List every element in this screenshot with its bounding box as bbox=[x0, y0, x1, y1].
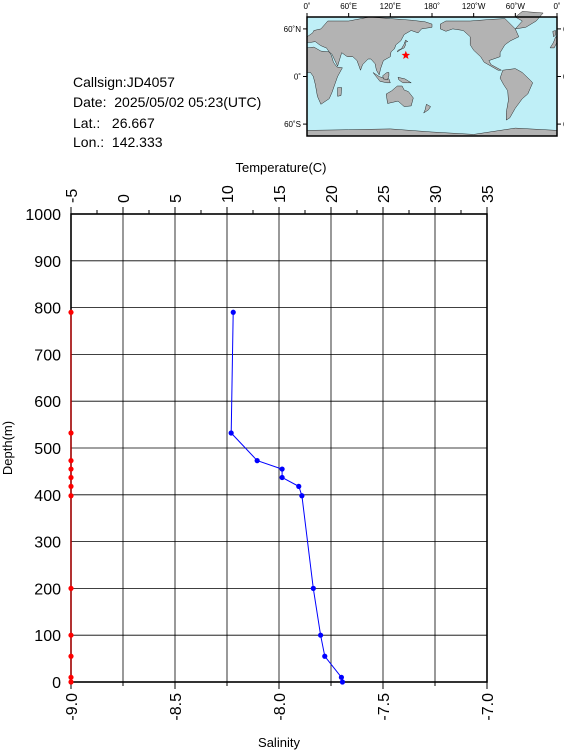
top-axis-tick-label: 20 bbox=[324, 185, 341, 203]
callsign-text: Callsign:JD4057 bbox=[73, 74, 175, 90]
map-lon-label: 60˚E bbox=[340, 2, 357, 11]
data-point-0 bbox=[296, 483, 302, 489]
bottom-axis-title: Salinity bbox=[258, 735, 300, 750]
map-land-12 bbox=[423, 103, 431, 114]
data-point-1 bbox=[68, 679, 74, 685]
y-axis-tick-label: 0 bbox=[52, 675, 61, 692]
data-point-1 bbox=[68, 466, 74, 472]
data-point-0 bbox=[230, 309, 236, 315]
top-axis-tick-label: 30 bbox=[428, 185, 445, 203]
data-point-0 bbox=[318, 632, 324, 638]
bottom-axis-tick-label: -7.5 bbox=[376, 693, 393, 721]
y-axis-tick-label: 800 bbox=[34, 301, 61, 318]
y-axis-tick-label: 300 bbox=[34, 535, 61, 552]
station-star-icon bbox=[401, 50, 411, 59]
data-point-1 bbox=[68, 430, 74, 436]
y-axis-tick-label: 100 bbox=[34, 628, 61, 645]
map-land-7 bbox=[396, 39, 409, 53]
map-land-4 bbox=[514, 11, 544, 30]
map-lon-label: 120˚E bbox=[380, 2, 401, 11]
bottom-axis-tick-label: -9.0 bbox=[64, 693, 81, 721]
y-axis-tick-label: 200 bbox=[34, 581, 61, 598]
map-land-1 bbox=[306, 46, 343, 105]
map-lat-label: 60˚N bbox=[284, 25, 302, 34]
y-axis-tick-label: 900 bbox=[34, 254, 61, 271]
map-land-2 bbox=[385, 85, 414, 107]
data-point-1 bbox=[68, 674, 74, 680]
top-axis-tick-label: 0 bbox=[116, 194, 133, 203]
data-point-0 bbox=[254, 458, 260, 464]
top-axis-tick-label: 15 bbox=[272, 185, 289, 203]
bottom-axis-tick-label: -8.5 bbox=[168, 693, 185, 721]
y-axis-tick-label: 500 bbox=[34, 441, 61, 458]
data-point-1 bbox=[68, 493, 74, 499]
map-land-8 bbox=[372, 72, 391, 84]
data-point-1 bbox=[68, 458, 74, 464]
map-land-10 bbox=[382, 72, 390, 80]
map-land-13 bbox=[552, 30, 556, 38]
data-point-1 bbox=[68, 483, 74, 489]
y-axis-tick-label: 700 bbox=[34, 347, 61, 364]
map-lat-label: 60˚S bbox=[284, 120, 301, 129]
top-axis-tick-label: 25 bbox=[376, 185, 393, 203]
map-lon-label: 60˚W bbox=[506, 2, 526, 11]
lat-text: Lat.: 26.667 bbox=[73, 115, 155, 131]
map-lon-label: 0˚ bbox=[303, 2, 310, 11]
bottom-axis-tick-label: -7.0 bbox=[480, 693, 497, 721]
lon-text: Lon.: 142.333 bbox=[73, 134, 163, 150]
data-point-0 bbox=[322, 653, 328, 659]
map-land-3 bbox=[440, 18, 520, 71]
data-point-0 bbox=[338, 674, 344, 680]
map-lon-label: 180˚ bbox=[424, 2, 440, 11]
data-point-0 bbox=[279, 466, 285, 472]
top-axis-tick-label: 5 bbox=[168, 194, 185, 203]
data-point-1 bbox=[68, 309, 74, 315]
data-point-0 bbox=[339, 679, 346, 685]
date-text: Date: 2025/05/02 05:23(UTC) bbox=[73, 94, 262, 110]
y-axis-tick-label: 600 bbox=[34, 394, 61, 411]
data-point-1 bbox=[68, 653, 74, 659]
top-axis-tick-label: 35 bbox=[480, 185, 497, 203]
data-point-1 bbox=[68, 632, 74, 638]
top-axis-tick-label: 10 bbox=[220, 185, 237, 203]
map-lon-label: 0˚ bbox=[553, 2, 560, 11]
data-point-0 bbox=[299, 493, 305, 499]
bottom-axis-tick-label: -8.0 bbox=[272, 693, 289, 721]
y-axis-title: Depth(m) bbox=[0, 421, 15, 475]
series-line-0 bbox=[230, 312, 343, 683]
map-land-11 bbox=[337, 87, 342, 97]
data-point-0 bbox=[310, 585, 316, 592]
top-axis-title: Temperature(C) bbox=[235, 160, 326, 175]
top-axis-tick-label: -5 bbox=[64, 189, 81, 203]
data-point-1 bbox=[68, 585, 74, 592]
data-point-1 bbox=[68, 474, 74, 481]
data-point-0 bbox=[279, 474, 285, 481]
map-lat-label: 0˚ bbox=[294, 73, 301, 82]
map-lon-label: 120˚W bbox=[462, 2, 486, 11]
y-axis-tick-label: 400 bbox=[34, 488, 61, 505]
map-land-9 bbox=[397, 77, 412, 84]
y-axis-tick-label: 1000 bbox=[25, 207, 61, 224]
data-point-0 bbox=[228, 430, 234, 436]
map-land-5 bbox=[499, 68, 533, 121]
